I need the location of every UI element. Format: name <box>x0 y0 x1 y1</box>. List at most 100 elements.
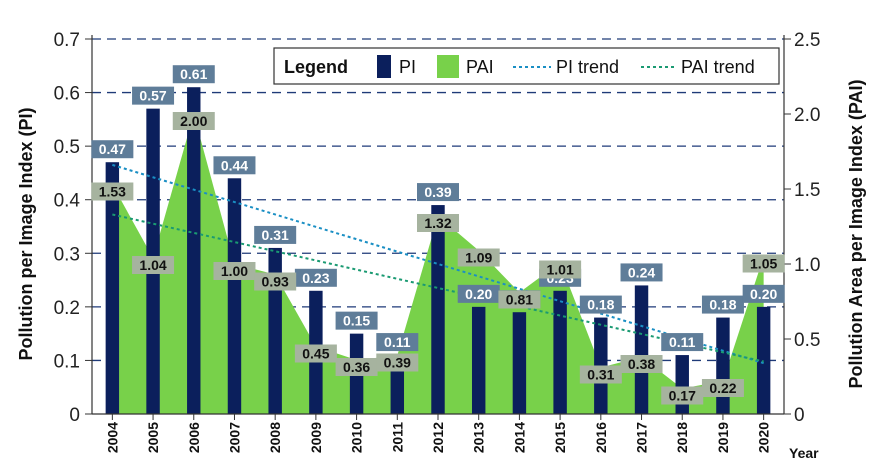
pai-data-label-bg <box>91 182 134 201</box>
pi-data-label-bg <box>579 295 622 314</box>
legend: Legend PI PAI PI trend PAI trend <box>273 47 780 85</box>
pai-data-label-bg <box>132 256 175 274</box>
pi-data-label-bg <box>417 183 459 202</box>
pi-data-label: 0.44 <box>221 157 248 173</box>
pai-data-label-bg <box>172 112 215 130</box>
pai-data-label-bg <box>417 214 459 232</box>
pi-data-label-bg <box>172 65 215 84</box>
y2-axis-title: Pollution Area per Image Index (PAI) <box>846 79 866 388</box>
pai-data-label: 1.09 <box>465 250 492 266</box>
legend-swatch-pai <box>437 55 459 78</box>
pi-data-label-bg <box>294 268 337 287</box>
x-tick-label: 2014 <box>511 422 527 453</box>
legend-label-pai-trend: PAI trend <box>681 57 755 77</box>
y-axis-title: Pollution per Image Index (PI) <box>16 107 36 360</box>
pi-data-label: 0.24 <box>628 264 655 280</box>
pi-bar <box>634 285 649 414</box>
x-axis-title: Year <box>789 445 819 461</box>
pi-data-label: 0.23 <box>302 270 329 286</box>
pi-data-label: 0.20 <box>750 286 777 302</box>
pai-data-label-bg <box>213 262 256 280</box>
pai-data-label-bg <box>701 379 744 397</box>
x-tick-label: 2017 <box>634 422 650 453</box>
pi-data-label-bg <box>457 284 500 303</box>
pai-data-label: 0.17 <box>669 388 696 404</box>
pi-data-label-bg <box>132 86 175 105</box>
pai-data-label: 0.45 <box>302 346 329 362</box>
pi-data-label: 0.18 <box>709 297 736 313</box>
pi-data-label-bg <box>620 263 663 282</box>
x-tick-label: 2012 <box>430 422 446 453</box>
y2-tick-label: 1.5 <box>794 180 820 201</box>
x-tick-label: 2019 <box>715 422 731 453</box>
x-tick-label: 2015 <box>552 422 568 453</box>
y-tick-label: 0.3 <box>54 244 80 265</box>
y-tick-label: 0.1 <box>54 351 80 372</box>
legend-label-pi-trend: PI trend <box>556 57 619 77</box>
pai-data-label: 1.00 <box>221 263 248 279</box>
pi-data-label: 0.11 <box>384 334 411 350</box>
y-tick-label: 0.5 <box>54 137 80 158</box>
pai-data-label: 0.81 <box>506 292 533 308</box>
pi-data-label: 0.31 <box>262 227 289 243</box>
pi-bar <box>105 162 120 414</box>
legend-title: Legend <box>284 57 348 77</box>
y-tick-label: 0.6 <box>54 84 80 105</box>
pai-data-label-bg <box>661 386 704 405</box>
x-tick-label: 2008 <box>267 422 283 453</box>
pai-data-label: 2.00 <box>180 113 207 129</box>
pi-bar <box>431 205 445 414</box>
pi-bar <box>716 317 730 414</box>
pi-data-label: 0.15 <box>343 313 370 329</box>
pi-data-label-bg <box>701 295 744 314</box>
pi-data-label-bg <box>376 333 419 352</box>
pai-data-label: 0.38 <box>628 356 655 372</box>
pai-data-label: 0.31 <box>587 367 614 383</box>
y2-tick-label: 0 <box>794 405 805 426</box>
pi-bar <box>227 178 242 414</box>
legend-label-pi: PI <box>399 57 416 77</box>
x-tick-label: 2013 <box>471 422 487 453</box>
x-tick-label: 2006 <box>186 422 202 453</box>
pi-bar <box>471 306 486 414</box>
pi-data-label-bg <box>91 140 134 159</box>
x-tick-label: 2005 <box>145 422 161 453</box>
pi-data-label: 0.47 <box>99 141 126 157</box>
data-labels: 0.47 0.57 0.61 0.44 0.31 0.23 0.15 0.11 0.39 0.20… <box>91 65 785 405</box>
pai-data-label: 0.36 <box>343 359 370 375</box>
pi-data-label: 0.57 <box>139 88 166 104</box>
pi-data-label: 0.39 <box>424 184 451 200</box>
y2-tick-label: 2.5 <box>794 30 820 51</box>
x-tick-label: 2011 <box>389 422 405 453</box>
pi-data-label-bg <box>661 333 704 352</box>
pai-data-label-bg <box>457 248 500 267</box>
pi-data-label: 0.61 <box>180 66 207 82</box>
pi-bar <box>512 312 527 414</box>
x-tick-label: 2004 <box>104 422 120 453</box>
pai-data-label: 1.32 <box>424 215 451 231</box>
pai-data-label-bg <box>742 254 785 273</box>
legend-label-pai: PAI <box>466 57 494 77</box>
pi-bar <box>675 355 689 414</box>
pai-data-label: 1.05 <box>750 256 777 272</box>
pai-data-label-bg <box>498 290 541 309</box>
pi-data-label-bg <box>742 284 785 303</box>
pi-bar <box>756 306 771 414</box>
pai-data-label: 0.39 <box>384 355 411 371</box>
pai-data-label-bg <box>579 365 622 384</box>
pi-data-label-bg <box>213 156 256 175</box>
y-tick-label: 0.2 <box>54 298 80 319</box>
y2-tick-label: 1.0 <box>794 255 820 276</box>
y-tick-label: 0.7 <box>54 30 80 51</box>
pai-data-label: 0.93 <box>262 274 289 290</box>
x-tick-label: 2020 <box>756 422 772 453</box>
pi-bar <box>553 290 567 414</box>
y-tick-label: 0.4 <box>54 191 81 212</box>
pai-data-label: 0.22 <box>709 380 736 396</box>
pi-data-label: 0.11 <box>669 334 696 350</box>
pai-data-label: 1.04 <box>139 257 166 273</box>
pai-data-label-bg <box>294 344 337 363</box>
x-tick-label: 2009 <box>308 422 324 453</box>
y2-tick-label: 0.5 <box>794 330 820 351</box>
